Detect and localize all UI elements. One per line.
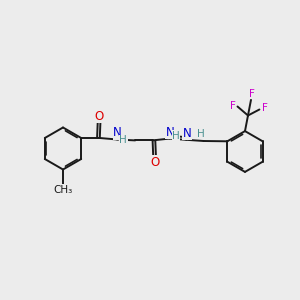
Text: N: N: [182, 127, 191, 140]
Text: N: N: [113, 126, 122, 140]
Text: H: H: [172, 130, 180, 141]
Text: F: F: [262, 103, 268, 113]
Text: N: N: [166, 125, 174, 139]
Text: F: F: [230, 101, 236, 111]
Text: H: H: [119, 135, 127, 146]
Text: F: F: [249, 89, 254, 99]
Text: CH₃: CH₃: [53, 185, 73, 195]
Text: O: O: [150, 156, 159, 169]
Text: O: O: [94, 110, 104, 123]
Text: H: H: [197, 129, 205, 139]
